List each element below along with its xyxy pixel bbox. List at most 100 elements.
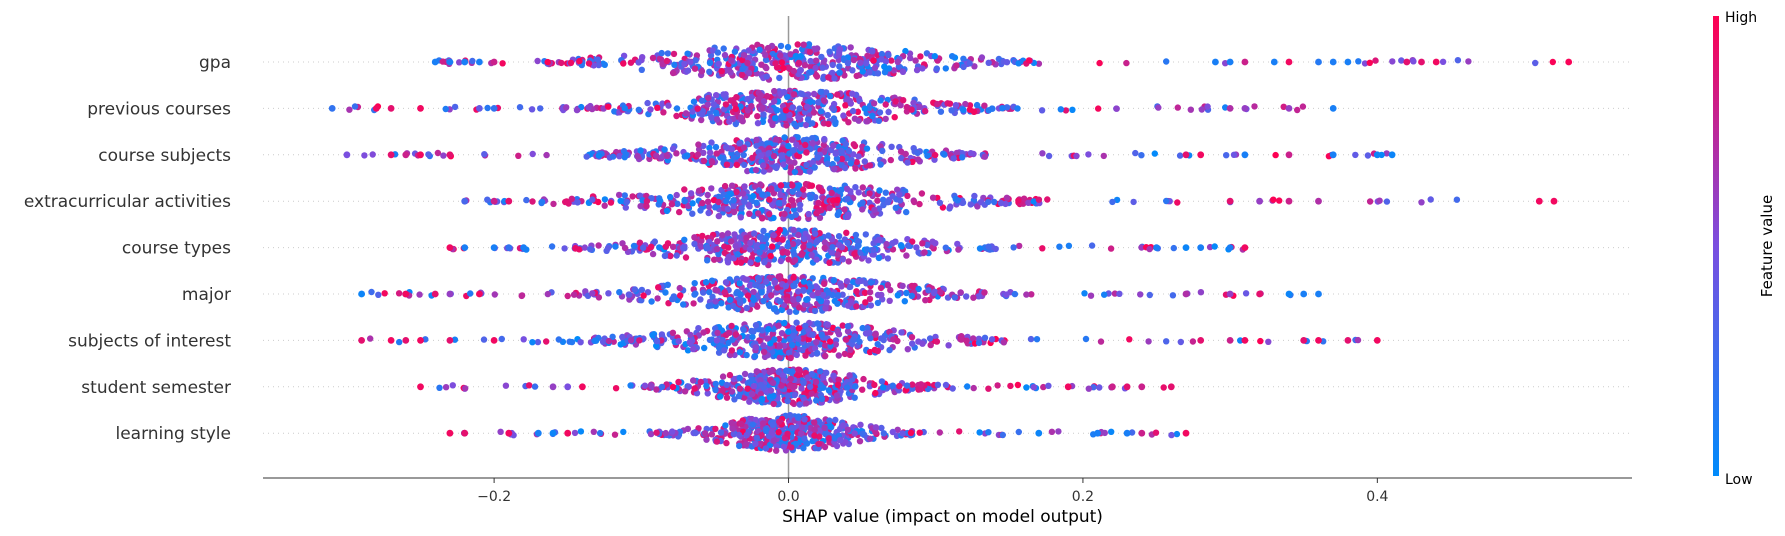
- shap-dot: [857, 421, 864, 428]
- shap-dot: [704, 257, 711, 264]
- shap-dot: [814, 349, 821, 357]
- shap-dot: [842, 336, 850, 343]
- shap-dot: [795, 70, 802, 78]
- shap-dot: [859, 68, 866, 75]
- shap-dot: [693, 390, 701, 397]
- shap-dot: [714, 329, 721, 337]
- shap-outlier-dot: [358, 337, 365, 344]
- shap-dot: [772, 60, 779, 67]
- shap-dot: [785, 349, 793, 356]
- shap-outlier-dot: [461, 244, 469, 252]
- shap-dot: [469, 57, 476, 65]
- shap-dot: [1160, 384, 1167, 391]
- shap-dot: [605, 103, 612, 110]
- shap-dot: [766, 368, 773, 376]
- shap-outlier-dot: [1373, 151, 1381, 159]
- shap-dot: [637, 147, 644, 154]
- shap-dot: [720, 154, 727, 162]
- shap-dot: [899, 430, 906, 437]
- shap-dot: [714, 49, 722, 56]
- shap-dot: [838, 244, 846, 251]
- shap-dot: [684, 67, 692, 74]
- shap-dot: [894, 292, 901, 299]
- shap-dot: [626, 296, 633, 303]
- shap-dot: [440, 152, 447, 159]
- shap-dot: [760, 168, 767, 175]
- shap-dot: [988, 336, 996, 343]
- shap-dot: [687, 331, 694, 339]
- shap-dot: [976, 245, 984, 252]
- shap-dot: [948, 107, 955, 114]
- shap-dot: [803, 296, 810, 303]
- shap-dot: [859, 386, 866, 393]
- shap-dot: [909, 238, 916, 245]
- shap-dot: [736, 140, 743, 147]
- shap-dot: [759, 420, 767, 427]
- shap-dot: [695, 325, 702, 332]
- shap-dot: [985, 107, 992, 114]
- shap-outlier-dot: [1226, 197, 1234, 205]
- shap-dot: [1065, 242, 1073, 249]
- shap-dot: [834, 300, 841, 307]
- shap-dot: [815, 440, 822, 448]
- shap-dot: [738, 71, 746, 79]
- shap-dot: [891, 114, 898, 121]
- shap-outlier-dot: [1182, 151, 1190, 159]
- shap-dot: [687, 190, 695, 197]
- shap-dot: [922, 107, 929, 115]
- shap-dot: [808, 182, 816, 189]
- shap-dot: [691, 385, 698, 392]
- shap-dot: [1045, 382, 1052, 389]
- shap-dot: [785, 328, 792, 335]
- shap-dot: [714, 287, 721, 294]
- shap-dot: [822, 342, 829, 349]
- shap-outlier-dot: [1123, 383, 1131, 391]
- shap-dot: [838, 283, 845, 290]
- shap-dot: [762, 51, 769, 59]
- shap-dot: [692, 57, 699, 64]
- shap-dot: [981, 334, 989, 341]
- shap-dot: [903, 103, 911, 111]
- shap-dot: [807, 57, 814, 65]
- shap-dot: [878, 378, 886, 385]
- shap-dot: [583, 153, 590, 160]
- shap-outlier-dot: [1035, 429, 1043, 437]
- shap-dot: [1101, 291, 1108, 298]
- shap-outlier-dot: [446, 244, 454, 252]
- shap-dot: [656, 55, 664, 62]
- shap-dot: [611, 108, 618, 115]
- shap-dot: [819, 64, 826, 71]
- shap-dot: [908, 106, 915, 113]
- shap-dot: [706, 144, 713, 152]
- shap-dot: [946, 100, 954, 107]
- shap-dot: [1204, 103, 1211, 110]
- shap-dot: [777, 182, 785, 189]
- shap-dot: [649, 54, 657, 62]
- shap-dot: [607, 199, 615, 206]
- shap-dot: [887, 156, 894, 164]
- shap-dot: [796, 105, 803, 112]
- shap-dot: [720, 45, 727, 52]
- shap-dot: [1109, 198, 1116, 206]
- shap-dot: [826, 48, 833, 55]
- shap-dot: [894, 337, 901, 345]
- shap-dot: [852, 184, 859, 191]
- shap-dot: [880, 336, 887, 344]
- shap-dot: [698, 116, 705, 124]
- shap-dot: [706, 59, 714, 67]
- shap-dot: [416, 291, 423, 298]
- shap-dot: [714, 245, 721, 253]
- shap-dot: [825, 120, 832, 128]
- shap-dot: [563, 104, 570, 111]
- shap-dot: [829, 61, 836, 69]
- shap-dot: [1174, 199, 1181, 206]
- shap-outlier-dot: [1315, 337, 1322, 344]
- shap-dot: [775, 322, 782, 329]
- shap-dot: [769, 348, 776, 356]
- shap-dot: [900, 97, 907, 104]
- shap-dot: [396, 338, 403, 346]
- shap-dot: [1280, 103, 1287, 111]
- shap-outlier-dot: [1182, 290, 1190, 298]
- shap-dot: [805, 41, 813, 48]
- shap-dot: [834, 328, 841, 335]
